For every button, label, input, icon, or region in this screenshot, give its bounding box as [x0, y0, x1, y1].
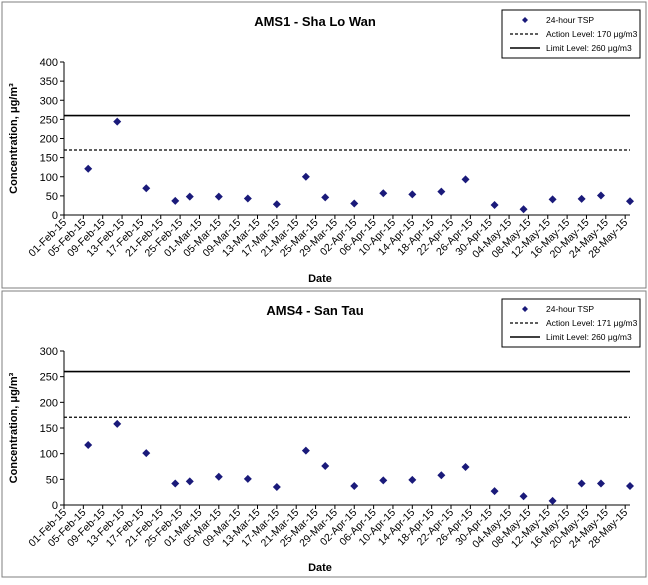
- y-tick-label: 150: [40, 423, 58, 435]
- legend-marker: [522, 306, 528, 312]
- y-tick-label: 300: [40, 95, 58, 107]
- y-tick-label: 250: [40, 372, 58, 384]
- data-point: [171, 196, 180, 205]
- data-point: [243, 194, 252, 203]
- data-point: [113, 419, 122, 428]
- data-point: [214, 472, 223, 481]
- data-point: [185, 477, 194, 486]
- chart-panel-2: AMS4 - San Tau05010015020025030001-Feb-1…: [1, 290, 647, 578]
- data-point: [272, 483, 281, 492]
- data-point: [272, 200, 281, 209]
- chart-title: AMS1 - Sha Lo Wan: [254, 14, 376, 29]
- data-point: [548, 195, 557, 204]
- y-tick-label: 250: [40, 114, 58, 126]
- y-tick-label: 150: [40, 153, 58, 165]
- data-point: [379, 189, 388, 198]
- legend-marker: [522, 17, 528, 23]
- data-point: [301, 446, 310, 455]
- data-point: [437, 187, 446, 196]
- y-tick-label: 400: [40, 57, 58, 69]
- y-tick-label: 200: [40, 134, 58, 146]
- x-axis-label: Date: [308, 273, 332, 285]
- data-point: [577, 479, 586, 488]
- y-tick-label: 100: [40, 172, 58, 184]
- data-point: [596, 479, 605, 488]
- y-tick-label: 50: [46, 474, 58, 486]
- legend-label: Action Level: 171 μg/m3: [546, 318, 638, 328]
- data-point: [243, 474, 252, 483]
- legend-label: Limit Level: 260 μg/m3: [546, 332, 632, 342]
- chart-legend: 24-hour TSP Action Level: 171 μg/m3 Limit …: [501, 298, 641, 348]
- data-point: [519, 205, 528, 214]
- data-point: [113, 117, 122, 126]
- data-point: [577, 194, 586, 203]
- y-tick-label: 0: [52, 500, 58, 512]
- data-point: [461, 463, 470, 472]
- data-point: [350, 482, 359, 491]
- data-point: [626, 482, 634, 491]
- data-point: [596, 191, 605, 200]
- chart-panel-1: AMS1 - Sha Lo Wan 0 50 100 150 200 250 300 350 40…: [1, 1, 647, 289]
- chart-title: AMS4 - San Tau: [266, 303, 363, 318]
- data-point: [408, 190, 417, 199]
- data-point: [301, 172, 310, 181]
- data-point: [321, 193, 330, 202]
- legend-label: Limit Level: 260 μg/m3: [546, 43, 632, 53]
- data-point: [490, 487, 499, 496]
- legend-label: Action Level: 170 μg/m3: [546, 29, 638, 39]
- data-point: [437, 471, 446, 480]
- data-point: [461, 175, 470, 184]
- legend-label: 24-hour TSP: [546, 304, 594, 314]
- x-axis-label: Date: [308, 562, 332, 574]
- legend-label: 24-hour TSP: [546, 15, 594, 25]
- data-point: [84, 164, 93, 173]
- data-point: [142, 184, 151, 193]
- data-point: [379, 476, 388, 485]
- y-tick-label: 350: [40, 76, 58, 88]
- y-tick-label: 50: [46, 191, 58, 203]
- data-point: [626, 197, 634, 206]
- y-tick-label: 0: [52, 210, 58, 222]
- data-point: [171, 479, 180, 488]
- data-point: [214, 192, 223, 201]
- data-point: [490, 201, 499, 210]
- y-tick-label: 300: [40, 346, 58, 358]
- data-point: [408, 475, 417, 484]
- data-point: [519, 492, 528, 501]
- data-point: [350, 199, 359, 208]
- y-axis-label: Concentration, μg/m³: [8, 372, 20, 483]
- chart-legend: 24-hour TSP Action Level: 170 μg/m3 Limit …: [501, 9, 641, 59]
- data-point: [185, 192, 194, 201]
- data-point: [84, 440, 93, 449]
- y-axis-label: Concentration, μg/m³: [8, 83, 20, 194]
- y-tick-label: 100: [40, 449, 58, 461]
- y-tick-label: 200: [40, 397, 58, 409]
- data-point: [142, 449, 151, 458]
- data-point: [548, 496, 557, 505]
- data-point: [321, 461, 330, 470]
